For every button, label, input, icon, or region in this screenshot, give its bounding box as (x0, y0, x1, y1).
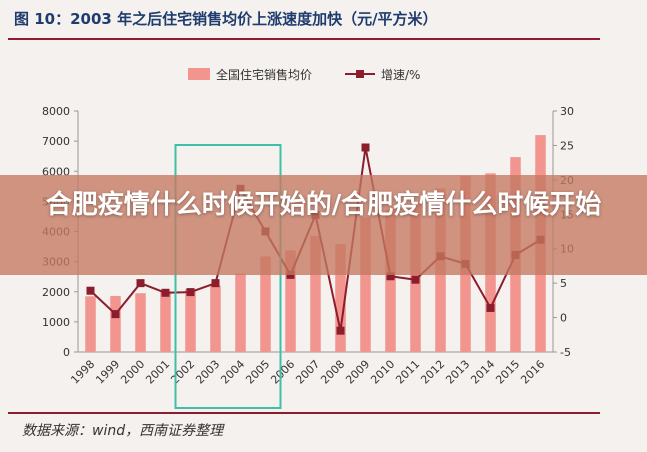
x-tick-label: 2007 (293, 358, 322, 387)
bar (110, 295, 121, 352)
right-tick-label: -5 (560, 346, 571, 359)
x-tick-label: 1999 (93, 358, 122, 387)
left-tick-label: 2000 (42, 286, 70, 299)
x-tick-label: 2004 (218, 358, 247, 387)
x-tick-label: 2000 (118, 358, 147, 387)
source-note: 数据来源：wind，西南证券整理 (22, 423, 224, 439)
left-tick-label: 7000 (42, 135, 70, 148)
x-tick-label: 2015 (493, 358, 522, 387)
bar (235, 273, 246, 352)
line-marker (211, 279, 220, 288)
highlight-box (174, 144, 282, 409)
line-marker (386, 272, 395, 281)
line-marker (411, 275, 420, 284)
left-tick-label: 1000 (42, 316, 70, 329)
right-tick-label: 25 (560, 139, 574, 152)
line-marker (86, 286, 95, 295)
x-tick-label: 2008 (318, 358, 347, 387)
x-tick-label: 2006 (268, 358, 297, 387)
bar (360, 217, 371, 352)
overlay-banner (0, 175, 647, 275)
legend-bar-swatch (188, 68, 210, 80)
right-tick-label: 0 (560, 312, 567, 325)
line-marker (361, 143, 370, 152)
chart-title: 图 10：2003 年之后住宅销售均价上涨速度加快（元/平方米） (14, 10, 438, 28)
x-tick-label: 2016 (518, 358, 547, 387)
right-tick-label: 30 (560, 105, 574, 118)
x-tick-label: 2001 (143, 358, 172, 387)
right-tick-label: 5 (560, 277, 567, 290)
x-tick-label: 2012 (418, 358, 447, 387)
title-rule (8, 38, 600, 40)
bar (85, 296, 96, 352)
bar (285, 250, 296, 352)
x-tick-label: 1998 (68, 358, 97, 387)
x-tick-label: 2011 (393, 358, 422, 387)
bar (210, 285, 221, 352)
legend-label-growth: 增速/% (381, 68, 420, 82)
x-tick-label: 2002 (168, 358, 197, 387)
left-tick-label: 8000 (42, 105, 70, 118)
line-marker (136, 279, 145, 288)
line-marker (111, 310, 120, 319)
footer-rule (8, 412, 600, 414)
bar (335, 244, 346, 352)
legend-line-marker (356, 70, 364, 78)
x-tick-label: 2010 (368, 358, 397, 387)
legend-label-price: 全国住宅销售均价 (216, 67, 312, 82)
x-tick-label: 2005 (243, 358, 272, 387)
bar (185, 289, 196, 352)
bar (310, 235, 321, 352)
x-tick-label: 2003 (193, 358, 222, 387)
x-tick-label: 2013 (443, 358, 472, 387)
line-marker (486, 303, 495, 312)
line-marker (336, 326, 345, 335)
bar (385, 209, 396, 352)
left-tick-label: 0 (63, 346, 70, 359)
x-tick-label: 2009 (343, 358, 372, 387)
bar (135, 293, 146, 352)
overlay-text: 合肥疫情什么时候开始的/合肥疫情什么时候开始 (45, 190, 602, 220)
line-marker (161, 288, 170, 297)
x-tick-label: 2014 (468, 358, 497, 387)
line-marker (186, 288, 195, 297)
bar (160, 291, 171, 352)
bar (260, 256, 271, 352)
